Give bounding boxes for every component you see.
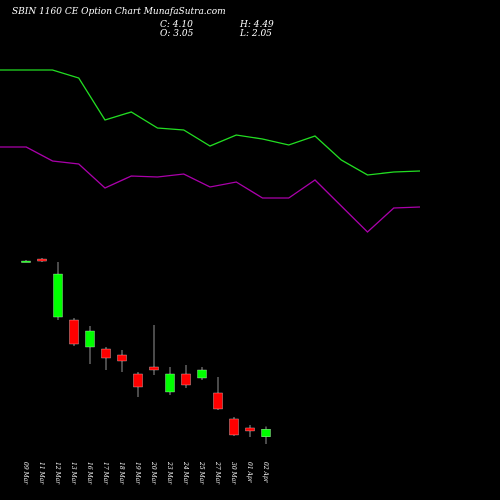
x-tick-label: 30 Mar	[230, 462, 237, 485]
indicator-line	[0, 69, 421, 176]
x-tick-label: 09 Mar	[22, 462, 29, 485]
candle-body	[101, 348, 111, 359]
open-readout: O: 3.05	[160, 29, 194, 39]
candle-body	[165, 373, 175, 393]
candle-body	[197, 369, 207, 379]
low-readout: L: 2.05	[239, 29, 272, 39]
x-tick-label: 16 Mar	[86, 462, 93, 485]
candle-body	[149, 366, 159, 371]
x-tick-label: 20 Mar	[150, 461, 157, 485]
chart-title: SBIN 1160 CE Option Chart MunafaSutra.co…	[12, 7, 226, 17]
x-tick-label: 12 Mar	[54, 462, 61, 485]
x-tick-label: 11 Mar	[38, 462, 45, 485]
candle-body	[69, 319, 79, 345]
candle-body	[85, 330, 95, 348]
x-tick-label: 19 Mar	[134, 462, 141, 485]
x-tick-label: 01 Apr	[246, 462, 253, 484]
candle-body	[117, 354, 127, 362]
candle-body	[261, 429, 271, 437]
candle-body	[245, 427, 255, 432]
indicator-line	[0, 146, 421, 233]
x-tick-label: 24 Mar	[182, 461, 189, 485]
candle-body	[21, 260, 31, 263]
x-tick-label: 18 Mar	[118, 462, 125, 485]
candle-body	[53, 273, 63, 318]
x-tick-label: 17 Mar	[102, 462, 109, 485]
candle-body	[133, 373, 143, 388]
x-tick-label: 13 Mar	[70, 462, 77, 485]
x-tick-label: 02 Apr	[262, 462, 269, 484]
candle-body	[181, 373, 191, 386]
high-readout: H: 4.49	[239, 20, 274, 30]
candle-body	[37, 258, 47, 262]
candle-body	[213, 392, 223, 410]
x-tick-label: 23 Mar	[166, 461, 173, 485]
close-readout: C: 4.10	[160, 20, 193, 30]
x-tick-label: 25 Mar	[198, 461, 205, 485]
x-tick-label: 27 Mar	[214, 461, 221, 485]
candle-body	[229, 418, 239, 436]
